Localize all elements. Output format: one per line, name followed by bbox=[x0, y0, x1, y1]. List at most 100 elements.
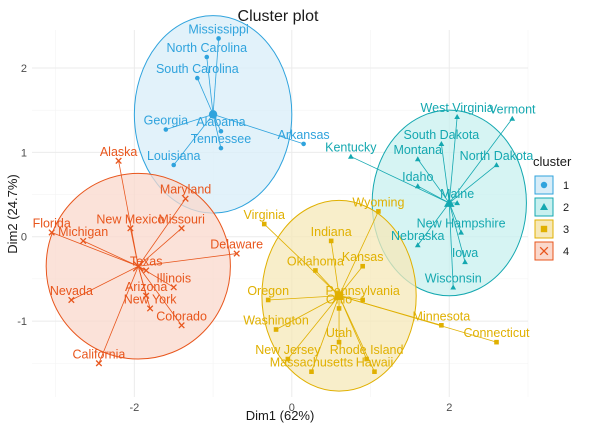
legend-label-1: 1 bbox=[563, 180, 569, 192]
cross-stroke bbox=[95, 360, 103, 367]
label-montana: Montana bbox=[393, 143, 442, 157]
label-utah: Utah bbox=[326, 326, 352, 340]
spoke-vermont bbox=[448, 118, 513, 204]
point-kansas bbox=[360, 263, 365, 269]
point-virginia bbox=[261, 221, 267, 227]
label-south-carolina: South Carolina bbox=[156, 62, 239, 76]
spoke-wisconsin bbox=[448, 202, 454, 288]
x-tick-label: 2 bbox=[446, 402, 452, 414]
spoke-south-dakota bbox=[441, 143, 450, 204]
label-idaho: Idaho bbox=[402, 170, 433, 184]
label-new-jersey: New Jersey bbox=[255, 343, 321, 357]
label-oklahoma: Oklahoma bbox=[287, 254, 344, 268]
spoke-tennessee bbox=[212, 114, 222, 149]
axis-ticks: -2 0 2 -1 0 1 2 bbox=[17, 63, 452, 414]
spoke-indiana bbox=[330, 240, 340, 296]
cross-stroke bbox=[79, 237, 87, 245]
spoke-new-jersey bbox=[287, 295, 340, 360]
spoke-delaware bbox=[138, 253, 237, 267]
label-north-carolina: North Carolina bbox=[166, 41, 247, 55]
point-maryland bbox=[182, 195, 189, 202]
label-ohio: Ohio bbox=[326, 292, 352, 306]
label-illinois: Illinois bbox=[156, 271, 191, 285]
centroid-2 bbox=[444, 197, 455, 207]
point-arizona bbox=[142, 292, 150, 299]
legend-marker-4 bbox=[539, 246, 549, 256]
label-west-virginia: West Virginia bbox=[421, 101, 494, 115]
point-georgia bbox=[163, 127, 169, 132]
label-oregon: Oregon bbox=[247, 284, 289, 298]
point-utah bbox=[336, 339, 342, 345]
label-nebraska: Nebraska bbox=[391, 229, 445, 243]
label-pennsylvania: Pennsylvania bbox=[325, 284, 399, 298]
cross-stroke bbox=[142, 267, 150, 274]
point-pennsylvania bbox=[360, 297, 365, 303]
point-massachusetts bbox=[309, 369, 314, 374]
point-california bbox=[95, 360, 103, 367]
point-new-hampshire bbox=[458, 229, 464, 235]
cross-stroke bbox=[68, 296, 75, 304]
spoke-new-york bbox=[137, 266, 151, 309]
spoke-iowa bbox=[448, 202, 466, 263]
label-indiana: Indiana bbox=[311, 225, 352, 239]
point-texas bbox=[142, 267, 150, 274]
label-louisiana: Louisiana bbox=[147, 149, 201, 163]
cross-stroke bbox=[233, 250, 240, 257]
label-vermont: Vermont bbox=[489, 103, 536, 117]
spoke-new-mexico bbox=[130, 228, 139, 267]
spoke-west-virginia bbox=[448, 116, 458, 203]
legend-label-4: 4 bbox=[563, 246, 569, 258]
legend-marker-3 bbox=[540, 225, 548, 233]
point-wyoming bbox=[376, 209, 381, 214]
point-new-jersey bbox=[285, 356, 291, 362]
point-new-mexico bbox=[127, 225, 134, 232]
point-north-dakota bbox=[493, 162, 500, 168]
centroid-1 bbox=[208, 110, 218, 119]
point-nevada bbox=[68, 296, 75, 304]
label-missouri: Missouri bbox=[158, 212, 205, 226]
point-new-york bbox=[146, 305, 154, 312]
label-florida: Florida bbox=[33, 216, 71, 230]
point-montana bbox=[414, 156, 421, 162]
spoke-virginia bbox=[263, 223, 340, 297]
point-labels: Mississippi North Carolina South Carolina G… bbox=[33, 22, 536, 369]
legend-title: cluster bbox=[533, 154, 572, 169]
label-arizona: Arizona bbox=[125, 280, 167, 294]
spoke-south-carolina bbox=[196, 77, 214, 115]
label-texas: Texas bbox=[130, 254, 163, 268]
point-delaware bbox=[233, 250, 240, 257]
spoke-maryland bbox=[137, 198, 186, 267]
y-tick-label: -1 bbox=[17, 316, 27, 328]
label-kentucky: Kentucky bbox=[325, 141, 377, 155]
point-oklahoma bbox=[313, 268, 318, 273]
point-ohio bbox=[336, 306, 342, 311]
point-missouri bbox=[178, 225, 185, 232]
cross-stroke bbox=[178, 225, 185, 232]
point-alaska bbox=[115, 157, 122, 164]
spoke-arkansas bbox=[212, 113, 304, 145]
point-alabama bbox=[218, 128, 224, 134]
label-new-york: New York bbox=[124, 292, 178, 306]
point-maine bbox=[454, 200, 461, 206]
centroid-3 bbox=[334, 291, 344, 300]
spoke-kansas bbox=[338, 265, 363, 297]
cross-stroke bbox=[127, 225, 134, 232]
point-tennessee bbox=[218, 145, 224, 151]
y-axis-title: Dim2 (24.7%) bbox=[5, 174, 20, 253]
cross-stroke bbox=[146, 305, 154, 312]
legend-marker-2 bbox=[540, 203, 548, 210]
point-minnesota bbox=[439, 322, 444, 328]
point-nebraska bbox=[414, 242, 421, 248]
cross-stroke bbox=[178, 322, 185, 329]
legend: cluster 1 2 3 4 bbox=[533, 154, 572, 261]
spoke-colorado bbox=[137, 265, 182, 326]
spoke-wyoming bbox=[338, 211, 379, 296]
cross-stroke bbox=[48, 229, 55, 236]
point-louisiana bbox=[171, 162, 177, 168]
y-tick-label: 2 bbox=[21, 63, 27, 75]
spoke-nebraska bbox=[417, 202, 450, 246]
x-axis-title: Dim1 (62%) bbox=[246, 408, 315, 423]
cluster-spokes bbox=[51, 38, 513, 372]
spoke-florida bbox=[51, 232, 139, 267]
